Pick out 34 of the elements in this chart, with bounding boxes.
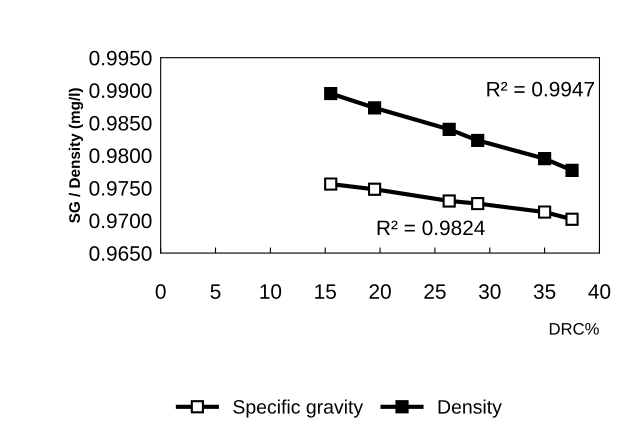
- legend-label: Density: [438, 399, 502, 418]
- legend-label: Specific gravity: [233, 399, 364, 418]
- y-axis-title: SG / Density (mg/l): [68, 88, 84, 223]
- point: [565, 164, 579, 177]
- point: [471, 134, 484, 148]
- x-tick-label: 40: [588, 284, 610, 299]
- point: [442, 194, 456, 208]
- point: [368, 101, 382, 114]
- x-tick-label: 20: [370, 284, 391, 299]
- y-tick-label: 0.9900: [89, 83, 152, 98]
- y-tick-label: 0.9650: [89, 246, 152, 261]
- y-tick-label: 0.9700: [89, 214, 152, 228]
- point: [324, 177, 338, 191]
- x-tick-label: 35: [534, 284, 556, 299]
- point: [471, 196, 484, 210]
- point: [565, 212, 579, 226]
- y-tick-label: 0.9800: [89, 148, 152, 164]
- x-tick-label: 10: [260, 284, 282, 299]
- x-tick-label: 15: [315, 284, 336, 299]
- x-tick-label: 30: [478, 284, 501, 299]
- point: [442, 122, 456, 136]
- point: [538, 205, 552, 219]
- y-tick-label: 0.9950: [89, 50, 152, 66]
- point: [538, 152, 552, 166]
- x-tick-label: 25: [424, 284, 446, 299]
- y-tick-label: 0.9850: [89, 116, 152, 131]
- x-tick-label: 0: [156, 284, 166, 299]
- x-tick-label: 5: [210, 284, 220, 299]
- point: [324, 86, 338, 100]
- annotation: R² = 0.9947: [487, 82, 594, 97]
- y-tick-label: 0.9750: [89, 180, 152, 196]
- x-axis-title: DRC%: [550, 322, 599, 335]
- point: [368, 182, 382, 196]
- annotation: R² = 0.9824: [378, 220, 485, 236]
